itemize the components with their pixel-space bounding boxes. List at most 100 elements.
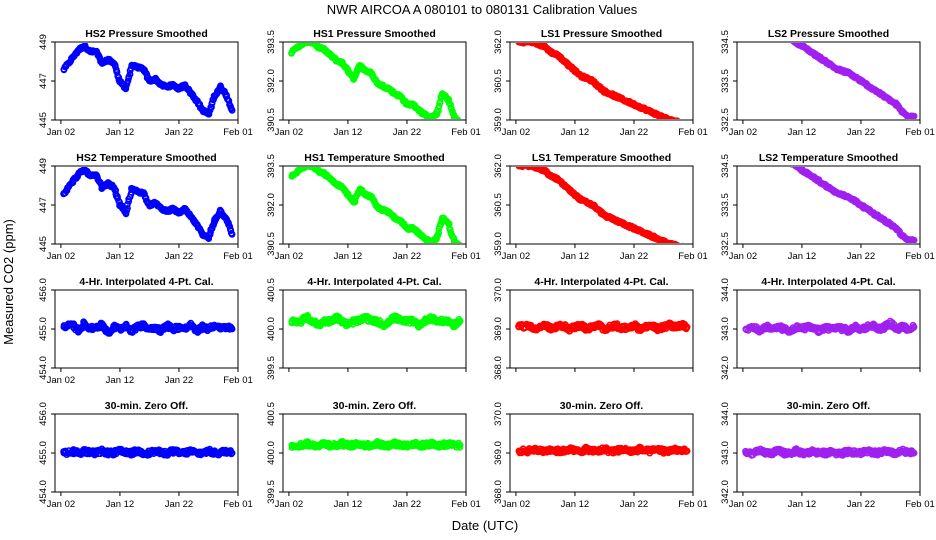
- y-tick-label: 343.0: [720, 441, 731, 465]
- data-point: [450, 114, 458, 119]
- panel-16: 30-min. Zero Off.Jan 02 Jan 12 Jan 22 Feb 0…: [720, 400, 935, 510]
- data-point: [530, 167, 537, 170]
- data-point: [547, 445, 555, 453]
- data-point: [542, 447, 549, 455]
- data-point: [636, 103, 644, 111]
- data-point: [524, 43, 531, 46]
- panel-title: LS1 Temperature Smoothed: [532, 152, 671, 164]
- data-point: [762, 146, 767, 151]
- data-point: [536, 167, 543, 172]
- y-tick-label: 368.0: [493, 356, 504, 380]
- data-point: [60, 189, 68, 197]
- data-point: [750, 139, 755, 144]
- y-tick-label: 456.0: [38, 278, 49, 302]
- y-tick-label: 359.0: [493, 232, 504, 256]
- data-point: [798, 43, 806, 50]
- data-point: [845, 69, 853, 77]
- data-point: [326, 51, 334, 59]
- data-point: [228, 449, 236, 457]
- x-tick-label: Jan 02: [47, 499, 76, 510]
- data-point: [210, 217, 218, 224]
- data-point: [456, 441, 464, 449]
- x-tick-label: Feb 01: [451, 251, 481, 262]
- x-tick-label: Jan 12: [788, 127, 817, 138]
- plot-frame: [736, 165, 921, 245]
- data-point: [458, 244, 463, 249]
- data-point: [752, 16, 757, 21]
- data-point: [673, 241, 680, 243]
- data-point: [306, 43, 312, 45]
- x-tick-label: Jan 22: [620, 251, 649, 262]
- x-tick-label: Feb 01: [223, 127, 253, 138]
- data-point: [834, 189, 841, 197]
- data-point: [676, 245, 681, 250]
- data-point: [816, 54, 823, 61]
- data-point: [774, 323, 782, 331]
- x-tick-label: Jan 22: [393, 127, 422, 138]
- data-point: [146, 449, 153, 457]
- y-tick-label: 456.0: [38, 402, 49, 426]
- data-point: [542, 321, 549, 329]
- x-tick-label: Jan 22: [165, 251, 194, 262]
- data-point: [755, 142, 760, 147]
- y-tick-label: 393.5: [266, 154, 277, 178]
- data-point: [683, 447, 691, 455]
- data-point: [391, 313, 399, 321]
- data-point: [648, 232, 656, 240]
- data-point: [683, 323, 691, 331]
- data-point: [758, 20, 763, 25]
- data-point: [193, 97, 201, 104]
- data-point: [521, 167, 528, 169]
- data-point: [759, 143, 764, 148]
- data-point: [757, 327, 764, 335]
- data-point: [828, 62, 835, 69]
- x-tick-label: Jan 12: [561, 499, 590, 510]
- data-point: [910, 112, 918, 119]
- data-point: [427, 238, 434, 243]
- data-point: [759, 21, 764, 26]
- data-point: [678, 244, 683, 249]
- data-point: [350, 198, 358, 206]
- data-point: [863, 81, 871, 89]
- data-point: [409, 101, 417, 108]
- y-tick-label: 445: [38, 236, 49, 252]
- data-point: [679, 121, 684, 126]
- data-point: [642, 230, 650, 237]
- data-point: [314, 321, 322, 329]
- data-point: [379, 82, 387, 90]
- data-point: [92, 48, 100, 56]
- x-tick-label: Feb 01: [678, 127, 708, 138]
- data-point: [116, 77, 124, 85]
- data-point: [326, 175, 334, 183]
- data-point: [397, 93, 405, 100]
- data-point: [583, 75, 591, 82]
- data-point: [816, 178, 823, 185]
- data-point: [755, 19, 760, 24]
- data-point: [288, 49, 296, 56]
- data-point: [157, 327, 165, 335]
- data-point: [210, 93, 218, 100]
- data-point: [757, 144, 762, 149]
- y-tick-label: 447: [38, 73, 49, 89]
- data-point: [607, 214, 614, 222]
- data-point: [60, 449, 68, 457]
- data-point: [205, 110, 212, 118]
- panel-title: HS2 Temperature Smoothed: [76, 152, 216, 164]
- data-point: [116, 325, 124, 333]
- data-point: [607, 90, 614, 98]
- data-point: [309, 43, 316, 46]
- data-point: [668, 240, 676, 243]
- data-point: [769, 325, 776, 333]
- data-point: [169, 325, 177, 333]
- panel-title: 4-Hr. Interpolated 4-Pt. Cal.: [307, 276, 441, 288]
- data-point: [515, 167, 523, 170]
- y-tick-label: 334.5: [720, 30, 731, 54]
- data-point: [415, 321, 423, 329]
- data-point: [524, 321, 532, 329]
- data-point: [60, 65, 68, 73]
- data-point: [762, 23, 767, 28]
- data-point: [676, 120, 681, 125]
- data-point: [350, 441, 358, 449]
- data-point: [435, 102, 443, 110]
- y-tick-label: 390.5: [266, 232, 277, 256]
